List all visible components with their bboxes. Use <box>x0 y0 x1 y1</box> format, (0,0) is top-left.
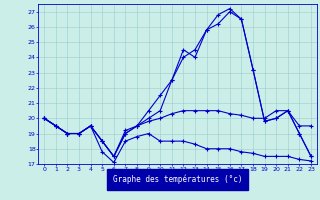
X-axis label: Graphe des températures (°c): Graphe des températures (°c) <box>113 175 242 184</box>
